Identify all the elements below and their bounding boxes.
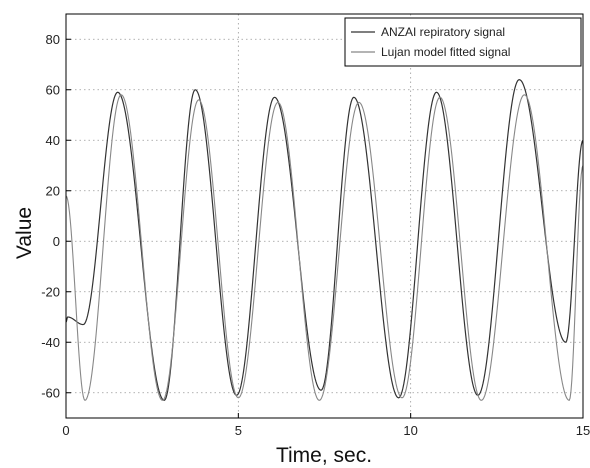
x-axis: 0 5 10 15 (62, 413, 590, 438)
legend-box (344, 17, 582, 67)
plot-frame (65, 13, 584, 419)
x-axis-title: Time, sec. (276, 444, 372, 467)
series-line-2 (65, 94, 584, 402)
y-tick-label: 20 (46, 183, 60, 198)
y-axis: -60 -40 -20 0 20 40 60 80 (41, 32, 71, 400)
y-tick-label: -60 (41, 385, 60, 400)
legend-label-2: Lujan model fitted signal (381, 45, 510, 59)
x-tick-label: 15 (576, 423, 590, 438)
x-tick-label: 0 (62, 423, 69, 438)
x-tick-label: 5 (235, 423, 242, 438)
legend-label-1: ANZAI repiratory signal (381, 25, 505, 39)
y-tick-label: 0 (53, 234, 60, 249)
y-tick-label: -40 (41, 335, 60, 350)
grid-lines (66, 14, 583, 418)
y-tick-label: 60 (46, 82, 60, 97)
x-tick-label: 10 (403, 423, 417, 438)
y-tick-label: -20 (41, 284, 60, 299)
y-axis-title: Value (13, 207, 36, 259)
y-tick-label: 40 (46, 133, 60, 148)
series-layer (65, 79, 584, 402)
y-tick-label: 80 (46, 32, 60, 47)
legend: ANZAI repiratory signal Lujan model fitte… (344, 17, 582, 67)
